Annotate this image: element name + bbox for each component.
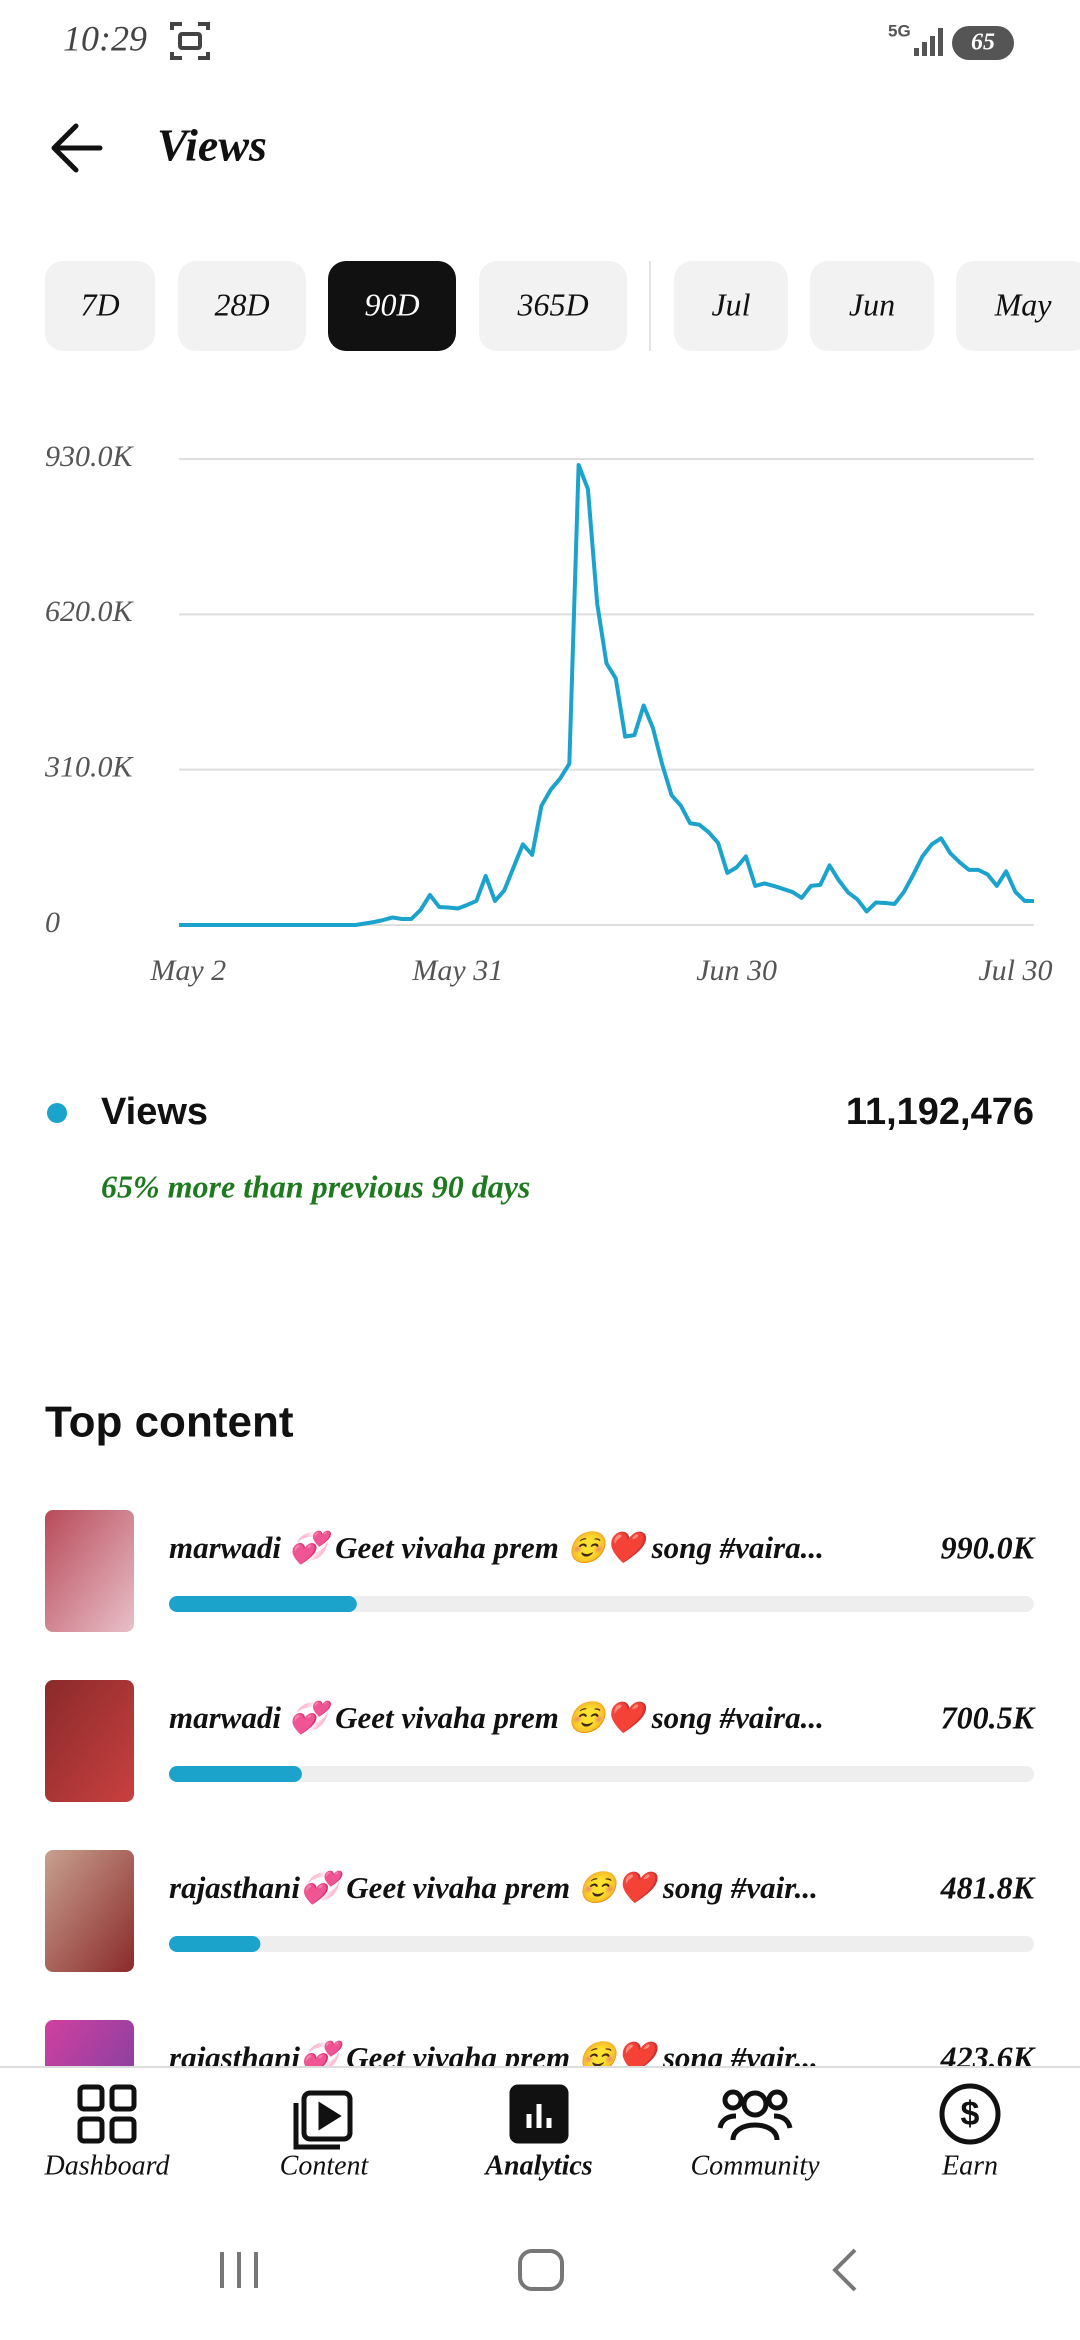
content-views: 990.0K (941, 1529, 1037, 1565)
thumbnail[interactable] (45, 1850, 134, 1972)
y-tick-label: 620.0K (45, 595, 135, 628)
progress-track (169, 1936, 1034, 1952)
progress-fill (169, 1596, 357, 1612)
content-title[interactable]: marwadi 💞 Geet vivaha prem ☺️❤️ song #va… (169, 1699, 824, 1735)
system-nav (220, 2248, 857, 2292)
nav-labels: Dashboard Content Analytics Community Earn (44, 2150, 998, 2181)
progress-track (169, 1766, 1034, 1782)
y-tick-label: 310.0K (44, 751, 135, 784)
tab[interactable] (674, 261, 788, 351)
x-tick-label: May 31 (411, 954, 503, 987)
tab-bar: 7D 28D 90D 365D Jul Jun May (45, 261, 1080, 351)
dashboard-icon[interactable] (77, 2084, 137, 2144)
battery (952, 26, 1014, 60)
y-tick-label: 0 (45, 906, 60, 939)
x-tick-label: Jun 30 (696, 954, 777, 987)
tab-label: 365D (516, 286, 588, 322)
system-back-button[interactable] (832, 2248, 857, 2292)
progress-fill (169, 1766, 302, 1782)
content-title[interactable]: rajasthani💞 Geet vivaha prem ☺️❤️ song #… (169, 1869, 818, 1905)
content-views: 700.5K (941, 1699, 1037, 1735)
views-chart: 0 310.0K 620.0K 930.0K May 2 May 31 Jun 30 Jul … (44, 440, 1052, 1123)
content-icon[interactable] (293, 2090, 353, 2150)
community-icon[interactable] (717, 2089, 793, 2141)
tab[interactable] (479, 261, 627, 351)
earn-icon[interactable]: $ (939, 2083, 1001, 2145)
thumbnail[interactable] (45, 1510, 134, 1632)
progress-fill (169, 1936, 261, 1952)
tab[interactable] (328, 261, 456, 351)
tab-label: 90D (364, 286, 419, 322)
total-views: 11,192,476 (846, 1091, 1034, 1133)
network-type: 5G (888, 21, 911, 40)
nav-label[interactable]: Earn (941, 2150, 998, 2181)
x-tick-label: Jul 30 (978, 954, 1052, 987)
recents-button[interactable] (220, 2252, 258, 2288)
tab[interactable] (810, 261, 934, 351)
content-title[interactable]: marwadi 💞 Geet vivaha prem ☺️❤️ song #va… (169, 1529, 824, 1565)
back-button[interactable] (51, 123, 103, 173)
y-tick-label: 930.0K (45, 440, 135, 473)
battery-level: 65 (971, 30, 995, 56)
dollar-sign: $ (961, 2095, 980, 2133)
section-title: Top content (45, 1398, 294, 1447)
tab-label: Jul (711, 286, 750, 322)
nav-label[interactable]: Dashboard (44, 2150, 171, 2181)
clock: 10:29 (63, 18, 147, 58)
views-line (179, 463, 1034, 927)
tab-label: 28D (214, 286, 269, 322)
tab[interactable] (178, 261, 306, 351)
tab-label: May (994, 286, 1053, 322)
page-title: Views (157, 120, 267, 171)
tab-label: 7D (80, 286, 119, 322)
nav-label[interactable]: Community (690, 2150, 820, 2181)
progress-track (169, 1596, 1034, 1612)
nav-icons: $ (77, 2083, 1001, 2150)
home-button[interactable] (518, 2249, 564, 2291)
tab[interactable] (956, 261, 1080, 351)
tab[interactable] (45, 261, 155, 351)
nav-label[interactable]: Analytics (483, 2150, 592, 2181)
legend-label: Views (101, 1091, 208, 1133)
tab-label: Jun (849, 286, 895, 322)
content-views: 481.8K (940, 1869, 1037, 1905)
screenshot-icon (170, 22, 210, 60)
legend-dot (47, 1103, 67, 1123)
signal-icon (914, 28, 943, 56)
analytics-icon[interactable] (509, 2084, 569, 2144)
x-tick-label: May 2 (149, 954, 226, 987)
nav-label[interactable]: Content (280, 2150, 370, 2181)
thumbnail[interactable] (45, 1680, 134, 1802)
change-note: 65% more than previous 90 days (101, 1168, 530, 1204)
